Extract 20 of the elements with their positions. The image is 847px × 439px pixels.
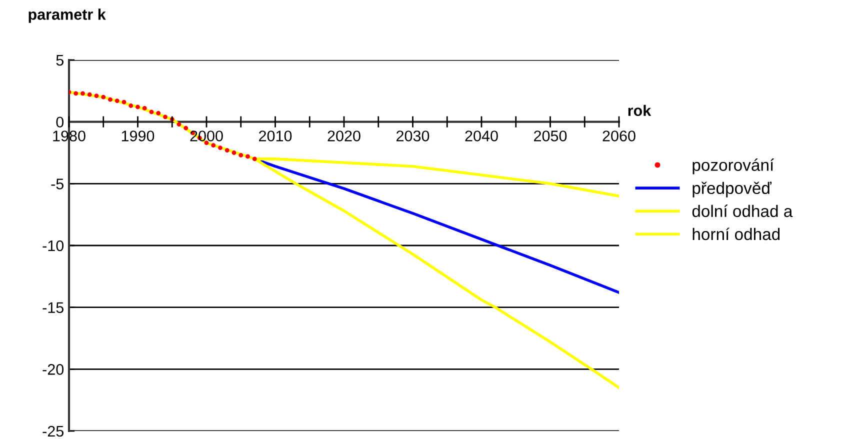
legend-label: horní odhad [692, 228, 780, 240]
legend-label: předpověď [692, 182, 772, 198]
legend-label: dolní odhad a [692, 204, 793, 218]
y-axis-title: parametr k [28, 8, 106, 23]
y-tick-label: 5 [56, 55, 64, 66]
y-tick-label: -5 [51, 178, 64, 190]
x-tick-label: 2040 [465, 130, 498, 142]
legend-label: pozorování [692, 158, 774, 174]
y-tick-label: -20 [42, 364, 64, 375]
y-tick-label: 0 [56, 116, 64, 128]
x-tick-label: 2020 [328, 130, 360, 142]
x-tick-label: 2010 [259, 130, 292, 142]
y-tick-label: -10 [42, 240, 64, 252]
x-axis-title: rok [628, 104, 652, 116]
y-tick-label: -15 [42, 302, 64, 314]
x-tick-label: 2030 [396, 130, 430, 142]
x-tick-label: 2060 [602, 130, 636, 142]
x-tick-label: 1990 [122, 130, 154, 142]
x-tick-label: 2050 [534, 130, 567, 142]
y-tick-label: -25 [42, 426, 64, 437]
